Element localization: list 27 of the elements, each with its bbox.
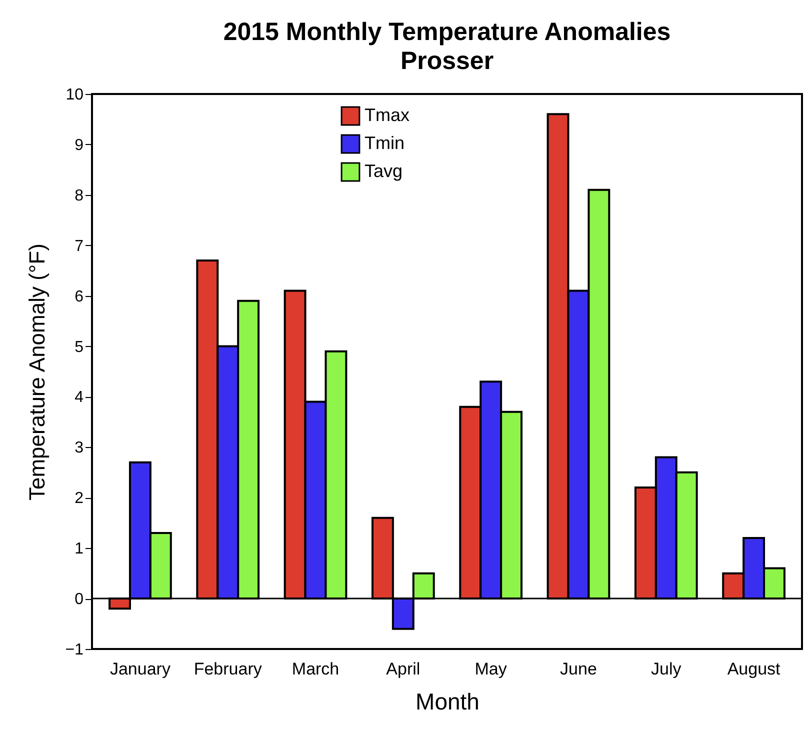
chart-title: 2015 Monthly Temperature Anomalies bbox=[223, 18, 671, 46]
y-tick-label: 0 bbox=[74, 591, 84, 608]
y-tick-label: 3 bbox=[74, 440, 84, 457]
y-tick-label: 1 bbox=[74, 540, 84, 558]
y-tick-label: 7 bbox=[74, 238, 84, 255]
x-axis-title: Month bbox=[416, 688, 480, 714]
x-tick-label: February bbox=[194, 660, 262, 678]
y-tick-label: 10 bbox=[66, 86, 84, 104]
y-tick-label: 5 bbox=[74, 338, 84, 356]
x-tick-label: April bbox=[386, 660, 420, 678]
chart-subtitle: Prosser bbox=[400, 47, 494, 75]
y-tick-label: 4 bbox=[74, 389, 84, 406]
y-tick-label: 8 bbox=[74, 187, 84, 204]
x-tick-label: March bbox=[292, 660, 340, 678]
y-tick-label: 9 bbox=[74, 136, 84, 154]
x-tick-label: June bbox=[560, 660, 597, 678]
y-tick-label: −1 bbox=[65, 642, 84, 658]
legend-label: Tmax bbox=[364, 105, 410, 125]
x-tick-label: January bbox=[110, 660, 171, 678]
y-tick-label: 6 bbox=[74, 288, 84, 306]
x-tick-label: May bbox=[474, 660, 508, 678]
y-tick-label: 2 bbox=[74, 490, 84, 508]
legend-label: Tmin bbox=[364, 133, 404, 153]
y-axis-title: Temperature Anomaly (°F) bbox=[24, 244, 50, 500]
x-tick-label: July bbox=[651, 660, 682, 678]
legend-label: Tavg bbox=[364, 161, 403, 181]
x-tick-label: August bbox=[727, 660, 781, 678]
